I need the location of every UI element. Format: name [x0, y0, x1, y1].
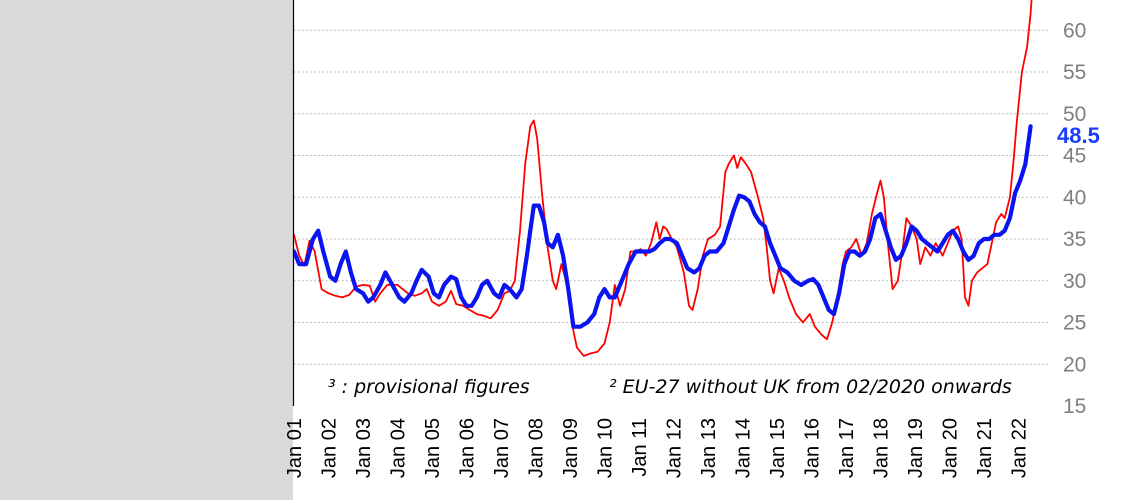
y-tick-label: 35: [1063, 228, 1086, 251]
x-tick-label: Jan 07: [491, 418, 513, 478]
y-tick-label: 15: [1063, 395, 1086, 418]
x-tick-label: Jan 01: [284, 418, 306, 478]
x-tick-label: Jan 13: [698, 418, 720, 478]
x-tick-label: Jan 12: [664, 418, 686, 478]
x-tick-label: Jan 05: [422, 418, 444, 478]
x-tick-label: Jan 16: [802, 418, 824, 478]
x-tick-label: Jan 15: [767, 418, 789, 478]
x-tick-label: Jan 04: [388, 418, 410, 478]
y-tick-label: 50: [1063, 103, 1086, 126]
x-tick-label: Jan 14: [733, 418, 755, 478]
x-tick-label: Jan 06: [457, 418, 479, 478]
last-value-label: 48.5: [1057, 123, 1100, 148]
x-tick-label: Jan 08: [526, 418, 548, 478]
chart-left-margin: [0, 0, 293, 500]
plot-area: [293, 0, 1050, 406]
x-tick-label: Jan 19: [905, 418, 927, 478]
x-tick-label: Jan 20: [940, 418, 962, 478]
y-tick-label: 45: [1063, 145, 1086, 168]
x-tick-label: Jan 03: [353, 418, 375, 478]
series-line-blue: [294, 124, 1033, 329]
y-tick-label: 40: [1063, 186, 1086, 209]
x-axis-ticks: Jan 01 Jan 02 Jan 03 Jan 04 Jan 05 Jan 06 Jan …: [284, 418, 1031, 478]
note-provisional-figures: ³ : provisional figures: [328, 376, 530, 398]
x-tick-label: Jan 21: [974, 418, 996, 478]
x-tick-label: Jan 02: [319, 418, 341, 478]
y-tick-label: 60: [1063, 19, 1086, 42]
y-tick-label: 55: [1063, 61, 1086, 84]
y-tick-label: 20: [1063, 353, 1086, 376]
x-tick-label: Jan 11: [629, 418, 651, 477]
x-tick-label: Jan 18: [871, 418, 893, 478]
y-tick-label: 25: [1063, 312, 1086, 335]
x-tick-label: Jan 09: [560, 418, 582, 478]
series-line-red: [294, 0, 1033, 357]
series-group: [294, 0, 1033, 357]
x-tick-label: Jan 22: [1009, 418, 1031, 478]
x-tick-label: Jan 10: [595, 418, 617, 478]
note-eu27: ² EU-27 without UK from 02/2020 onwards: [609, 376, 1012, 398]
y-tick-label: 30: [1063, 270, 1086, 293]
y-axis-ticks: 15 20 25 30 35 40 45 50 55 60: [1063, 19, 1086, 418]
x-tick-label: Jan 17: [836, 418, 858, 478]
